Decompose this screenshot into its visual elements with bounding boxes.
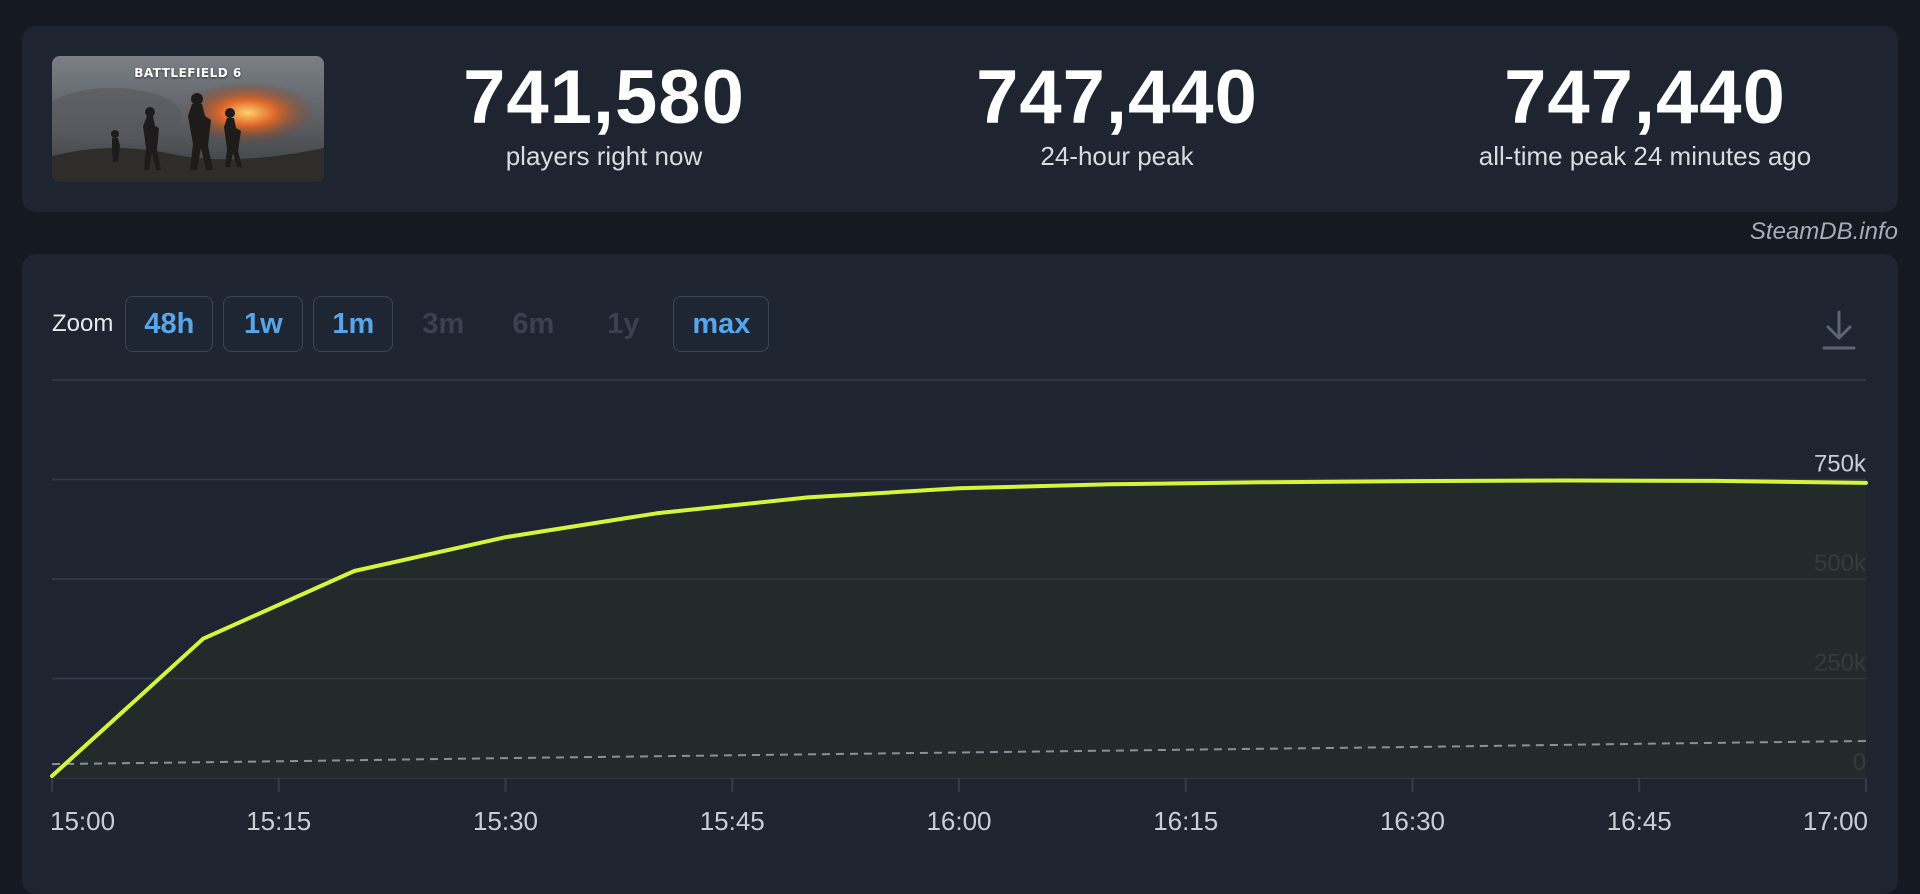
x-tick-label: 17:00 — [1803, 806, 1868, 836]
stat-label: all-time peak 24 minutes ago — [1478, 141, 1812, 171]
game-thumbnail[interactable]: BATTLEFIELD 6 — [52, 56, 324, 182]
zoom-controls: Zoom 48h 1w 1m 3m 6m 1y max — [52, 296, 779, 352]
stat-value: 747,440 — [976, 55, 1258, 140]
x-tick-label: 15:45 — [700, 806, 765, 836]
game-title: BATTLEFIELD 6 — [134, 66, 242, 80]
player-count-chart: 0250k500k750k15:0015:1515:3015:4516:0016… — [50, 379, 1868, 836]
zoom-button-1y: 1y — [607, 307, 640, 340]
x-tick-label: 16:30 — [1380, 806, 1445, 836]
stat-label: 24-hour peak — [1040, 141, 1194, 171]
stat-24h-peak: 747,440 24-hour peak — [917, 56, 1317, 172]
steamdb-credit-link[interactable]: SteamDB.info — [1749, 218, 1898, 245]
download-icon — [1822, 310, 1856, 350]
y-tick-label: 750k — [1814, 451, 1867, 478]
stat-value: 747,440 — [1504, 55, 1786, 140]
zoom-label: Zoom — [52, 310, 114, 337]
zoom-button-1m[interactable]: 1m — [313, 296, 394, 352]
x-tick-label: 16:45 — [1607, 806, 1672, 836]
stat-value: 741,580 — [463, 55, 745, 140]
series-area — [52, 480, 1866, 778]
main-series-line — [50, 478, 1868, 778]
x-tick-label: 15:30 — [473, 806, 538, 836]
game-artwork — [52, 56, 324, 182]
stat-all-time-peak: 747,440 all-time peak 24 minutes ago — [1407, 56, 1883, 172]
x-tick-label: 15:15 — [246, 806, 311, 836]
zoom-button-6m: 6m — [512, 307, 555, 340]
zoom-button-3m: 3m — [422, 307, 465, 340]
x-tick-label: 16:00 — [926, 806, 991, 836]
stat-players-now: 741,580 players right now — [404, 56, 804, 172]
x-tick-label: 16:15 — [1153, 806, 1218, 836]
zoom-button-1w[interactable]: 1w — [223, 296, 304, 352]
download-button[interactable] — [1820, 308, 1858, 352]
header-card: BATTLEFIELD 6 741,580 players right now … — [22, 26, 1898, 212]
x-tick-label: 15:00 — [50, 806, 115, 836]
zoom-button-48h[interactable]: 48h — [125, 296, 214, 352]
zoom-button-max[interactable]: max — [673, 296, 770, 352]
stat-label: players right now — [505, 141, 703, 171]
